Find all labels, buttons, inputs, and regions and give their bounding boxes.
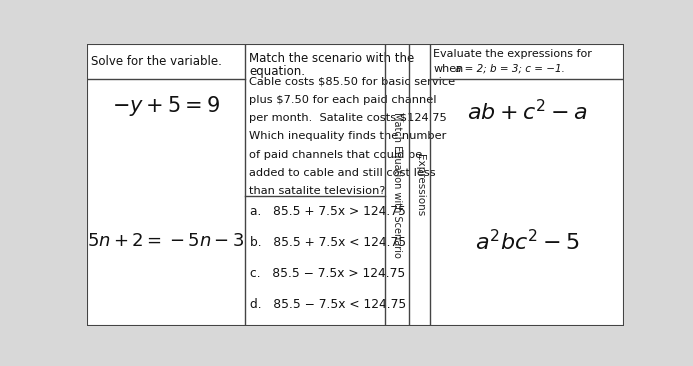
Text: when: when (433, 64, 464, 74)
Text: added to cable and still cost less: added to cable and still cost less (249, 168, 436, 178)
Text: $-y + 5 = 9$: $-y + 5 = 9$ (112, 94, 220, 118)
Text: plus $7.50 for each paid channel: plus $7.50 for each paid channel (249, 95, 437, 105)
Text: $5n + 2 = -5n - 3$: $5n + 2 = -5n - 3$ (87, 232, 245, 250)
Text: c.   85.5 − 7.5x > 124.75: c. 85.5 − 7.5x > 124.75 (250, 267, 405, 280)
Text: Solve for the variable.: Solve for the variable. (91, 55, 222, 68)
Text: equation.: equation. (249, 65, 306, 78)
Text: a.   85.5 + 7.5x > 124.75: a. 85.5 + 7.5x > 124.75 (250, 205, 406, 218)
Text: per month.  Satalite costs $124.75: per month. Satalite costs $124.75 (249, 113, 447, 123)
Text: Which inequality finds the number: Which inequality finds the number (249, 131, 447, 141)
Text: Match Equation with Scenario: Match Equation with Scenario (392, 112, 402, 258)
Text: b.   85.5 + 7.5x < 124.75: b. 85.5 + 7.5x < 124.75 (250, 236, 407, 249)
Text: Match the scenario with the: Match the scenario with the (249, 52, 414, 66)
Text: Expressions: Expressions (414, 154, 425, 216)
Text: Cable costs $85.50 for basic service: Cable costs $85.50 for basic service (249, 76, 455, 86)
Text: $a^2bc^2 - 5$: $a^2bc^2 - 5$ (475, 229, 579, 254)
Text: d.   85.5 − 7.5x < 124.75: d. 85.5 − 7.5x < 124.75 (250, 298, 407, 311)
Text: a = 2; b = 3; c = −1.: a = 2; b = 3; c = −1. (455, 64, 564, 74)
Text: of paid channels that could be: of paid channels that could be (249, 150, 423, 160)
Text: than satalite television?: than satalite television? (249, 186, 386, 196)
Text: Evaluate the expressions for: Evaluate the expressions for (433, 49, 592, 59)
Text: $ab + c^2 - a$: $ab + c^2 - a$ (467, 99, 587, 124)
